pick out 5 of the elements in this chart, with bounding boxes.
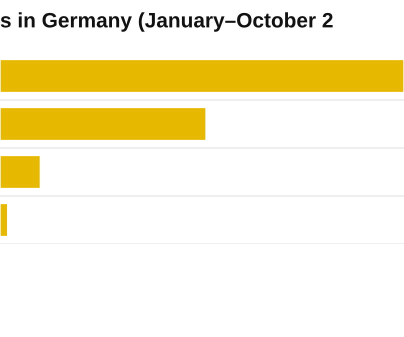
bar [0, 154, 42, 190]
chart-title: s in Germany (January–October 2 [0, 12, 333, 32]
bar [0, 202, 8, 238]
bar [0, 58, 404, 94]
bar [0, 106, 207, 142]
